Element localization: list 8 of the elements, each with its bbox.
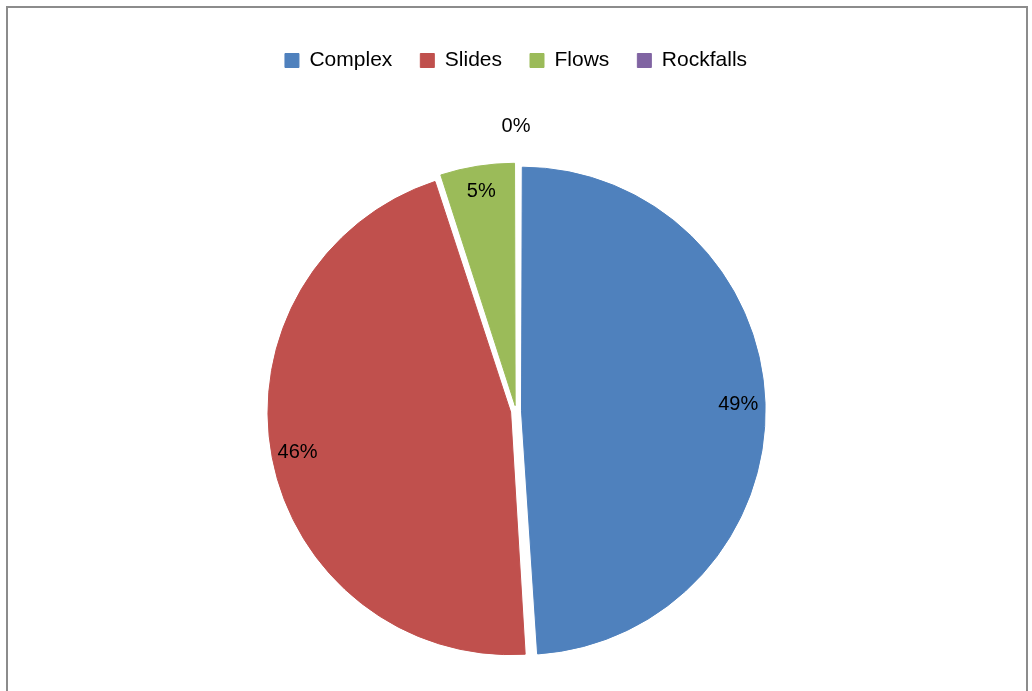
legend-label: Flows	[554, 47, 610, 71]
data-label: 5%	[466, 178, 496, 201]
data-label: 49%	[718, 391, 759, 414]
legend-label: Rockfalls	[661, 47, 748, 71]
text: 0%	[501, 114, 531, 137]
legend-label: Slides	[444, 47, 503, 71]
data-label: 46%	[277, 440, 318, 463]
legend-label: Complex	[309, 47, 393, 71]
